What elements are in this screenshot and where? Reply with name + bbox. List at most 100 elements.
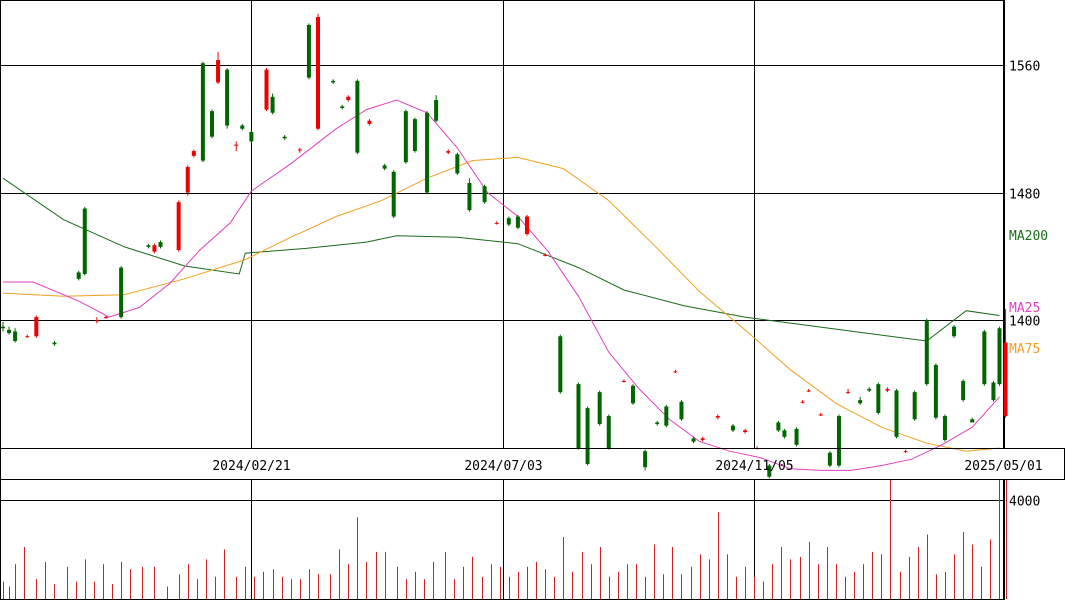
volume-axis-labels: 4000 [1009,495,1040,510]
volume-grid [0,480,1004,599]
candle-down [970,419,975,423]
candle-up [346,96,351,100]
candle-down [76,272,81,279]
candle-down [942,416,947,441]
candle-down [576,384,581,448]
candle-up [297,149,302,151]
candle-down [340,106,345,108]
candle-down [924,320,929,385]
candle-up [103,317,108,319]
candle-up [673,371,678,373]
candle-down [82,208,87,274]
candlesticks [1,13,1008,479]
candle-up [543,254,548,256]
candle-down [209,111,214,137]
candle-down [558,336,563,393]
candle-up [25,336,30,338]
candle-down [403,111,408,163]
date-tick-label: 2024/11/05 [715,459,793,474]
price-grid [0,0,1004,448]
candle-down [894,390,899,437]
candle-up [494,222,499,224]
candle-down [961,380,966,401]
candle-up [903,451,908,453]
candle-down [467,182,472,211]
candle-down [827,452,832,466]
candle-down [691,438,696,442]
candle-down [455,154,460,174]
candle-down [597,392,602,425]
candle-up [446,151,451,153]
price-tick-label: 1560 [1009,60,1040,75]
price-plot-frame [0,0,1005,449]
candle-down [270,96,275,113]
candle-down [643,451,648,468]
candle-down [1,326,5,329]
candle-down [982,331,987,385]
candle-down [776,422,781,431]
candle-down [382,165,387,169]
candle-down [655,422,660,425]
candle-up [806,390,811,392]
ma200-line [2,177,1000,342]
candle-down [13,331,18,342]
candle-down [794,428,799,445]
candle-up [818,414,823,416]
legend-ma25: MA25 [1009,301,1040,316]
candle-down [515,216,520,228]
candle-up [176,202,181,251]
candle-down [200,63,205,161]
candle-down [782,430,787,437]
candle-down [425,112,430,193]
candle-down [412,119,417,152]
candle-up [715,416,720,418]
candle-down [52,342,57,345]
candle-up [94,320,99,322]
candle-down [506,218,511,225]
candle-down [912,392,917,420]
date-tick-label: 2024/07/03 [464,459,542,474]
volume-bars [3,480,1007,599]
candle-down [730,425,735,431]
candle-up [234,144,239,146]
candle-up [846,392,851,394]
candle-down [991,382,996,401]
candle-down [7,329,12,334]
candle-up [524,216,529,235]
candle-down [158,242,163,247]
candle-down [391,171,396,217]
date-axis: 2024/02/21 2024/07/03 2024/11/05 2025/05/01 [0,448,1065,480]
price-panel: 1400 1480 1560 MA200 MA25 MA75 [0,0,1048,479]
moving-average-lines [2,99,1000,471]
candle-down [482,186,487,203]
candle-down [249,131,254,142]
candle-down [225,69,230,126]
candle-up [264,69,269,110]
candle-up [800,401,805,403]
candle-up [885,388,890,391]
candle-down [679,401,684,420]
candle-down [767,465,772,477]
candle-down [306,24,311,78]
candle-up [185,167,190,193]
candle-down [664,406,669,426]
candle-up [367,120,372,124]
candle-up [216,60,221,83]
candle-up [191,151,196,156]
candle-down [876,384,881,413]
volume-plot-frame [0,479,1005,600]
candle-down [355,80,360,153]
price-tick-label: 1400 [1009,315,1040,330]
ma25-line [3,99,1000,471]
candle-up [1003,342,1008,417]
candle-down [997,328,1002,385]
candle-down [933,364,938,418]
candle-down [119,267,124,318]
price-axis-labels: 1400 1480 1560 [1009,60,1040,330]
candle-down [867,388,872,391]
candle-down [858,400,863,404]
candle-down [606,416,611,448]
legend-ma75: MA75 [1009,342,1040,357]
candle-down [630,385,635,404]
